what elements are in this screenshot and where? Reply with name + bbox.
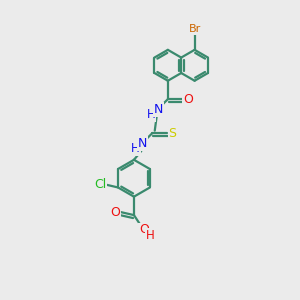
Text: H: H bbox=[146, 229, 155, 242]
Text: H: H bbox=[131, 142, 140, 155]
Text: O: O bbox=[183, 93, 193, 106]
Text: O: O bbox=[111, 206, 121, 219]
Text: S: S bbox=[169, 127, 177, 140]
Text: H: H bbox=[146, 108, 155, 121]
Text: Cl: Cl bbox=[94, 178, 106, 191]
Text: O: O bbox=[139, 224, 149, 236]
Text: Br: Br bbox=[188, 24, 201, 34]
Text: N: N bbox=[138, 137, 148, 150]
Text: N: N bbox=[154, 103, 163, 116]
